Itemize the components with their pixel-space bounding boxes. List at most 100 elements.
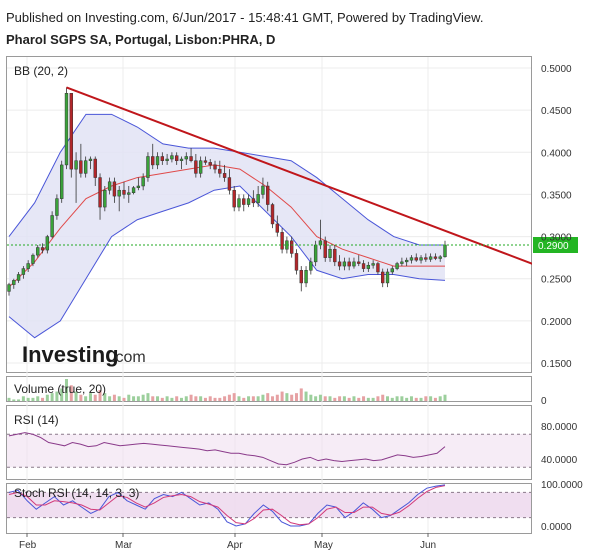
candle-body [141,177,145,187]
candle-body [433,256,438,259]
volume-bar [184,396,188,401]
volume-bar [127,394,131,401]
candle-body [222,173,227,178]
bb-label: BB (20, 2) [14,64,68,78]
volume-bar [122,397,126,401]
candle-body [376,263,380,273]
volume-bar [342,396,346,401]
volume-bar [26,397,30,401]
volume-bar [328,396,332,401]
candle-body [414,257,418,261]
volume-bar [304,391,308,401]
volume-bar [160,397,164,401]
candle-body [232,189,236,208]
volume-bar [179,397,183,401]
candle-body [69,93,73,170]
candle-body [7,284,11,292]
volume-bar [294,393,298,401]
candle-body [371,263,375,266]
candle-body [390,268,394,273]
candle-body [93,158,97,178]
candle-body [198,160,203,174]
volume-bar [189,394,193,401]
candle-body [117,189,121,197]
volume-bar [266,393,270,401]
bb-middle-line [8,164,445,288]
candle-body [404,259,409,263]
candle-body [381,271,385,284]
stoch-d-line [8,485,446,526]
volume-bar [112,394,116,401]
volume-bar [136,396,140,401]
volume-bar [213,397,217,401]
volume-bar [357,397,361,401]
candle-body [21,268,26,275]
volume-bar [405,397,409,401]
x-tick-label: May [314,540,333,551]
volume-bar [424,396,428,401]
candle-body [64,93,69,166]
candle-body [218,168,222,174]
volume-bar [203,397,207,401]
volume-bar [333,397,337,401]
volume-bar [141,394,145,401]
candle-body [266,185,270,205]
volume-bar [12,399,16,401]
price-tick-label: 0.3500 [541,190,572,201]
x-tick-label: Mar [115,540,133,551]
candle-body [155,156,160,166]
candle-body [213,164,217,170]
candle-body [165,158,169,161]
volume-bar [247,396,251,401]
stoch-k-line [8,484,446,527]
candle-body [45,236,50,251]
candle-body [246,198,251,205]
candle-body [280,232,284,250]
volume-bar [98,390,102,401]
candle-body [261,185,265,195]
price-tick-label: 0.1500 [541,359,572,370]
candle-body [270,204,275,225]
candle-body [26,263,30,269]
candle-body [323,240,327,258]
last-price-tag [533,237,578,253]
volume-bar [36,396,40,401]
candle-body [107,181,112,191]
volume-bar [208,396,212,401]
candle-body [443,244,447,258]
volume-bar [79,394,83,401]
candle-body [309,261,313,271]
volume-bar [88,393,92,401]
candle-body [208,162,212,166]
volume-bar [280,391,284,401]
price-tick-label: 0.3000 [541,233,572,244]
candle-body [227,177,232,191]
volume-bar [93,394,97,401]
candle-body [313,244,318,263]
volume-bar [371,397,375,401]
candle-body [256,194,260,204]
volume-bar [433,397,437,401]
candle-body [55,198,59,216]
volume-bar [170,397,174,401]
volume-bar [290,394,294,401]
volume-bar [400,396,404,401]
candle-body [50,215,54,237]
candle-body [385,271,390,284]
candle-body [179,158,184,161]
candle-body [40,247,45,251]
rsi-band-fill [7,434,531,468]
volume-bar [261,394,265,401]
volume-bar [376,396,380,401]
candle-body [409,257,414,261]
symbol-title: Pharol SGPS SA, Portugal, Lisbon:PHRA, D [6,32,276,47]
candle-body [237,198,241,208]
volume-tick-label: 0 [541,396,547,407]
candle-body [304,270,308,284]
candle-body [160,156,165,161]
volume-bar [84,396,88,401]
candle-body [424,257,428,260]
volume-bar [299,388,303,401]
bb-upper-line [8,113,445,246]
